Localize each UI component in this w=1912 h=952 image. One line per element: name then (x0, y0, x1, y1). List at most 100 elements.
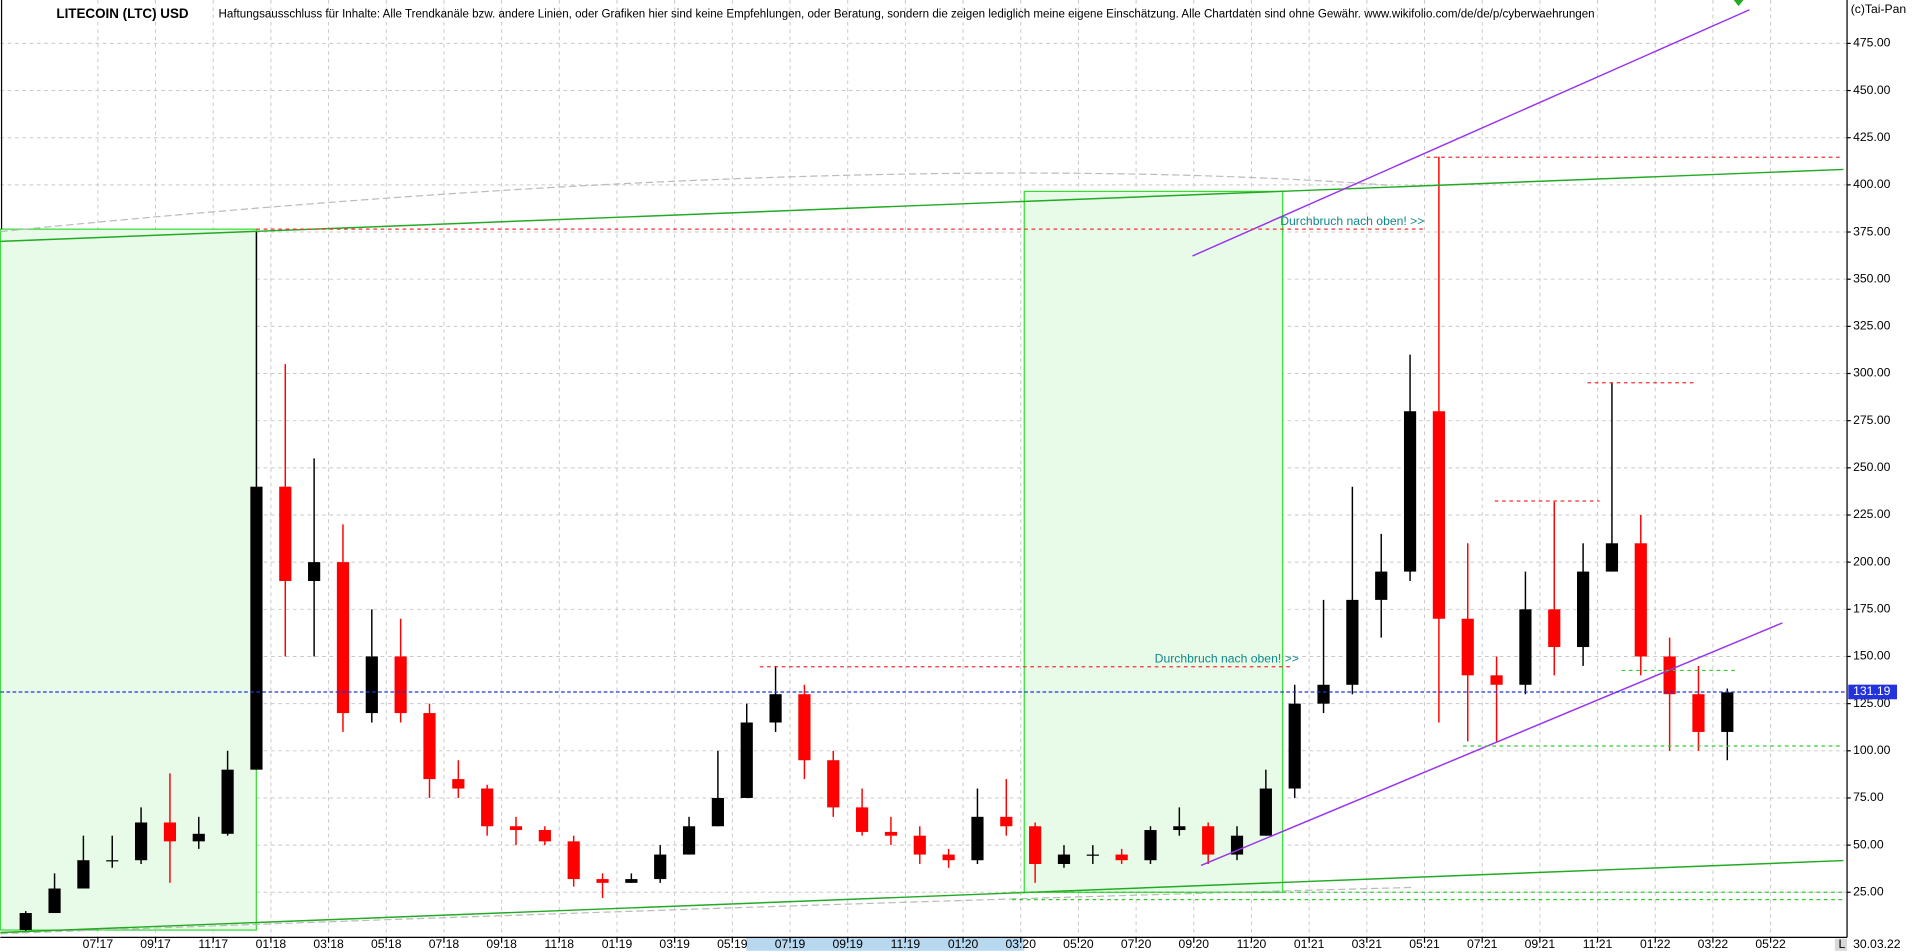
y-tick-label: 200.00 (1853, 554, 1890, 568)
marker-icon (1733, 0, 1744, 7)
y-tick-label: 275.00 (1853, 413, 1890, 427)
candle-body (221, 769, 234, 834)
candle-body (1086, 854, 1099, 856)
candle-body (1461, 618, 1474, 676)
x-tick-label: 05:19 (717, 937, 748, 951)
candle-body (827, 760, 840, 808)
candle-body (1144, 830, 1157, 861)
x-tick-label: 05:21 (1409, 937, 1440, 951)
candle-body (1202, 826, 1215, 855)
candle-body (336, 562, 350, 714)
x-tick-label: 11:21 (1583, 937, 1613, 951)
x-tick-label: 09:21 (1525, 937, 1556, 951)
x-tick-label: 03:18 (313, 937, 344, 951)
y-tick-label: 450.00 (1853, 83, 1890, 97)
candle-body (1000, 816, 1013, 827)
candle-body (1634, 543, 1647, 657)
last-price-label: 131.19 (1853, 684, 1890, 698)
candle-body (394, 656, 407, 714)
x-tick-label: 11:19 (891, 937, 921, 951)
candle-body (654, 854, 667, 880)
trend-line (0, 859, 1844, 934)
candle-body (163, 822, 177, 842)
candle-body (452, 779, 465, 789)
candle-body (971, 816, 984, 861)
candle-body (134, 822, 148, 861)
x-tick-label: 03:21 (1352, 937, 1383, 951)
candle-body (423, 713, 436, 780)
candle-body (913, 835, 926, 855)
candle-body (1057, 854, 1071, 864)
x-tick-label: 03:20 (1006, 937, 1037, 951)
candle-body (711, 797, 724, 827)
candle-body (1403, 411, 1417, 572)
annotation: Durchbruch nach oben! >> (1155, 652, 1299, 666)
copyright: (c)Tai-Pan (1851, 2, 1906, 16)
candle-body (855, 807, 869, 832)
last-price-box (1848, 684, 1898, 700)
candle-body (769, 694, 782, 723)
x-tick-label: 03:22 (1698, 937, 1729, 951)
x-tick-label: 01:22 (1640, 937, 1671, 951)
candle-body (1115, 854, 1128, 861)
candle-body (1375, 571, 1388, 600)
candle-body (279, 486, 292, 582)
x-tick-label: 01:20 (948, 937, 979, 951)
candle-body (1029, 826, 1042, 864)
y-tick-label: 150.00 (1853, 649, 1890, 663)
candle-body (1519, 609, 1532, 685)
y-tick-label: 425.00 (1853, 130, 1890, 144)
candle-body (1288, 703, 1301, 789)
x-tick-label: 11:17 (198, 937, 228, 951)
candle-body (250, 486, 263, 770)
candle-body (1663, 656, 1676, 695)
channel-line (1200, 622, 1783, 867)
candle-body (567, 841, 580, 880)
x-tick-label: 09:17 (140, 937, 171, 951)
candle-body (77, 860, 90, 889)
x-tick-label: 05:22 (1755, 937, 1786, 951)
candle-body (596, 879, 609, 883)
candle-body (1346, 599, 1359, 685)
y-tick-label: 100.00 (1853, 743, 1890, 757)
candle-body (308, 562, 321, 582)
y-tick-label: 400.00 (1853, 177, 1890, 191)
x-tick-label: 07:17 (83, 937, 114, 951)
candle-body (1259, 788, 1272, 836)
candle-body (1577, 571, 1590, 648)
candles (19, 156, 1734, 932)
x-tick-label: 07:21 (1467, 937, 1498, 951)
x-tick-label: 01:21 (1294, 937, 1325, 951)
zone (1023, 190, 1284, 893)
candle-body (481, 788, 494, 827)
zones (0, 190, 1284, 931)
y-tick-label: 75.00 (1853, 790, 1884, 804)
grid (0, 0, 1848, 938)
y-tick-label: 375.00 (1853, 224, 1890, 238)
x-tick-label: 07:18 (429, 937, 460, 951)
curve (0, 172, 1390, 233)
x-tick-label: 05:20 (1063, 937, 1094, 951)
y-tick-label: 25.00 (1853, 885, 1884, 899)
chart-title: LITECOIN (LTC) USD (56, 6, 188, 21)
candle-body (1721, 692, 1734, 732)
zone (0, 228, 257, 931)
candle-body (740, 722, 753, 798)
candle-body (625, 879, 638, 883)
y-tick-label: 475.00 (1853, 36, 1890, 50)
candle-body (365, 656, 378, 714)
x-tick-label: 07:20 (1121, 937, 1152, 951)
disclaimer: Haftungsausschluss für Inhalte: Alle Tre… (219, 9, 1595, 21)
candle-body (106, 860, 119, 862)
x-tick-label: 07:19 (775, 937, 806, 951)
candle-body (192, 833, 205, 842)
y-tick-label: 350.00 (1853, 271, 1890, 285)
axis-highlight (746, 937, 1025, 951)
candle-body (942, 854, 955, 861)
axis-marker: L (1839, 937, 1846, 951)
candle-body (1173, 826, 1186, 831)
scroll-box (1834, 938, 1848, 951)
x-tick-label: 01:19 (602, 937, 633, 951)
